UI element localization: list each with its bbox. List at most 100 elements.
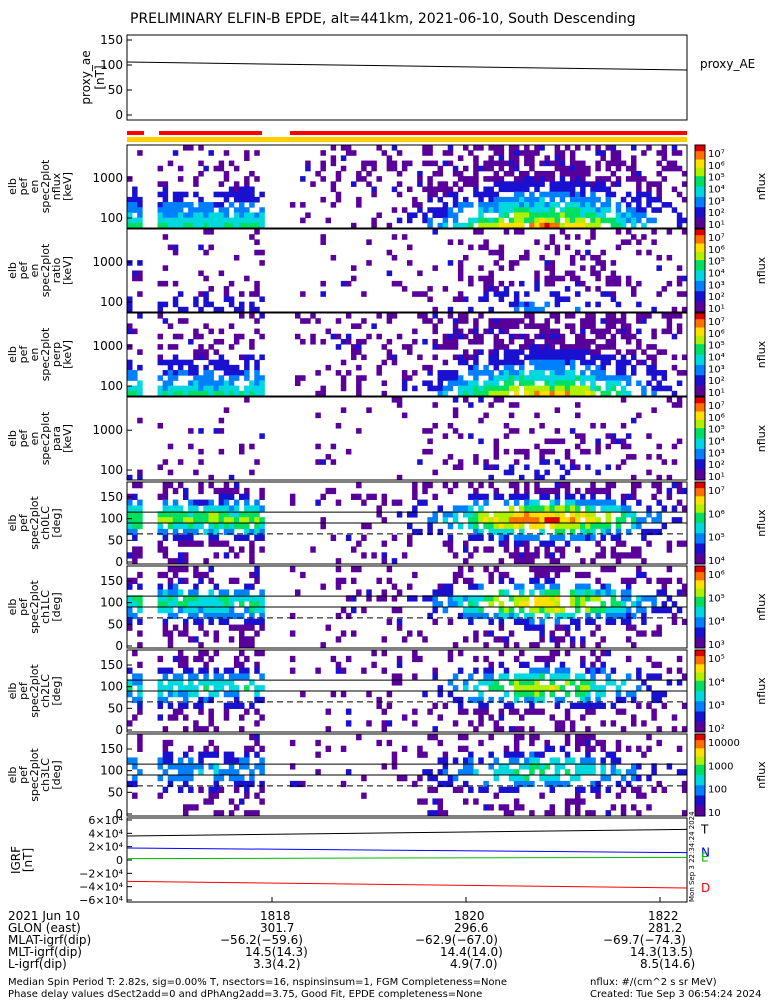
spectrogram-cell (157, 222, 164, 229)
spectrogram-cell (513, 349, 520, 355)
spectrogram-cell (183, 804, 189, 811)
spectrogram-cell (366, 493, 372, 500)
spectrogram-cell (244, 499, 250, 506)
spectrogram-cell (513, 804, 520, 811)
spectrogram-cell (539, 685, 545, 692)
spectrogram-cell (254, 196, 260, 203)
spectrogram-cell (544, 763, 550, 770)
spectrogram-cell (254, 685, 260, 692)
spectrogram-cell (356, 493, 362, 500)
spectrogram-cell (615, 165, 622, 172)
spectrogram-cell (473, 487, 479, 495)
spectrogram-cell (610, 318, 617, 324)
spectrogram-cell (549, 583, 556, 590)
spectrogram-cell (569, 636, 576, 643)
spectrogram-cell (244, 196, 250, 203)
spectrogram-cell (508, 630, 515, 637)
spectrogram-cell (554, 618, 561, 625)
spectrogram-cell (483, 642, 489, 649)
spectrogram-cell (513, 540, 520, 547)
spectrogram-cell (432, 517, 438, 524)
spectrogram-cell (508, 364, 515, 371)
spectrogram-cell (498, 145, 505, 151)
colorbar-tick-label: 10⁶ (708, 570, 725, 581)
spectrogram-cell (162, 380, 169, 387)
spectrogram-cell (498, 296, 505, 303)
spectrogram-cell (412, 595, 418, 602)
colorbar-step (695, 459, 705, 462)
colorbar-step (695, 709, 705, 712)
colorbar-step (695, 313, 705, 316)
spectrogram-cell (534, 349, 540, 355)
colorbar-tick-label: 10⁴ (708, 353, 725, 364)
spectrogram-cell (595, 517, 601, 524)
spectrogram-cell (636, 239, 642, 245)
spectrogram-cell (539, 595, 545, 602)
spectrogram-cell (488, 155, 494, 161)
spectrogram-cell (534, 673, 540, 680)
spectrogram-cell (183, 523, 189, 530)
spectrogram-cell (223, 170, 230, 177)
spectrogram-cell (651, 493, 657, 500)
spectrogram-cell (244, 763, 250, 770)
spectrogram-cell (488, 534, 494, 541)
spectrogram-cell (203, 202, 209, 208)
spectrogram-cell (218, 487, 225, 495)
spectrogram-cell (498, 207, 505, 213)
spectrogram-cell (228, 191, 235, 198)
spectrogram-cell (503, 370, 510, 376)
colorbar-step (695, 411, 705, 414)
colorbar-step (695, 325, 705, 328)
spectrogram-cell (636, 359, 642, 366)
spectrogram-cell (544, 333, 550, 340)
spectrogram-cell (172, 534, 179, 541)
spectrogram-cell (646, 745, 652, 752)
spectrogram-cell (177, 769, 184, 776)
spectrogram-cell (559, 624, 566, 631)
spectrogram-cell (493, 145, 500, 151)
spectrogram-cell (554, 696, 561, 704)
spectrogram-cell (519, 150, 525, 156)
spectrogram-cell (600, 487, 606, 495)
spectrogram-cell (233, 333, 240, 340)
colorbar-tick-label: 10³ (708, 196, 725, 207)
spectrogram-cell (432, 726, 438, 733)
spectrogram-cell (396, 181, 403, 187)
igrf-legend-N: N (701, 846, 710, 860)
colorbar-step (695, 713, 705, 716)
spectrogram-cell (254, 176, 260, 182)
spectrogram-cell (473, 328, 479, 335)
spectrogram-cell (478, 397, 484, 403)
colorbar-step (695, 635, 705, 639)
spectrogram-cell (315, 318, 321, 324)
spectrogram-cell (422, 769, 428, 776)
spectrogram-cell (198, 726, 204, 733)
spectrogram-cell (254, 505, 260, 512)
spectrogram-cell (249, 624, 255, 631)
spectrogram-cell (625, 323, 632, 329)
spectrogram-cell (218, 380, 225, 387)
spectrogram-cell (157, 775, 164, 782)
spectrogram-cell (177, 630, 184, 637)
spectrogram-cell (544, 260, 550, 266)
panel-ylabel-line: elb (6, 683, 19, 700)
spectrogram-cell (513, 708, 520, 715)
spectrogram-cell (254, 286, 260, 292)
ae-ylabel: proxy_ae [nT] (79, 50, 107, 104)
spectrogram-cell (513, 642, 520, 649)
spectrogram-cell (198, 207, 204, 213)
spectrogram-cell (656, 380, 662, 387)
spectrogram-cell (351, 595, 357, 602)
spectrogram-cell (549, 589, 556, 596)
spectrogram-cell (193, 685, 199, 692)
spectrogram-cell (137, 552, 143, 559)
spectrogram-cell (223, 618, 230, 625)
spectrogram-cell (208, 229, 214, 235)
spectrogram-cell (590, 493, 596, 500)
colorbar-frame (694, 481, 706, 565)
spectrogram-cell (519, 207, 525, 213)
spectrogram-cell (473, 155, 479, 161)
colorbar-step (695, 492, 705, 495)
spectrogram-cell (539, 517, 545, 524)
spectrogram-cell (218, 328, 225, 335)
